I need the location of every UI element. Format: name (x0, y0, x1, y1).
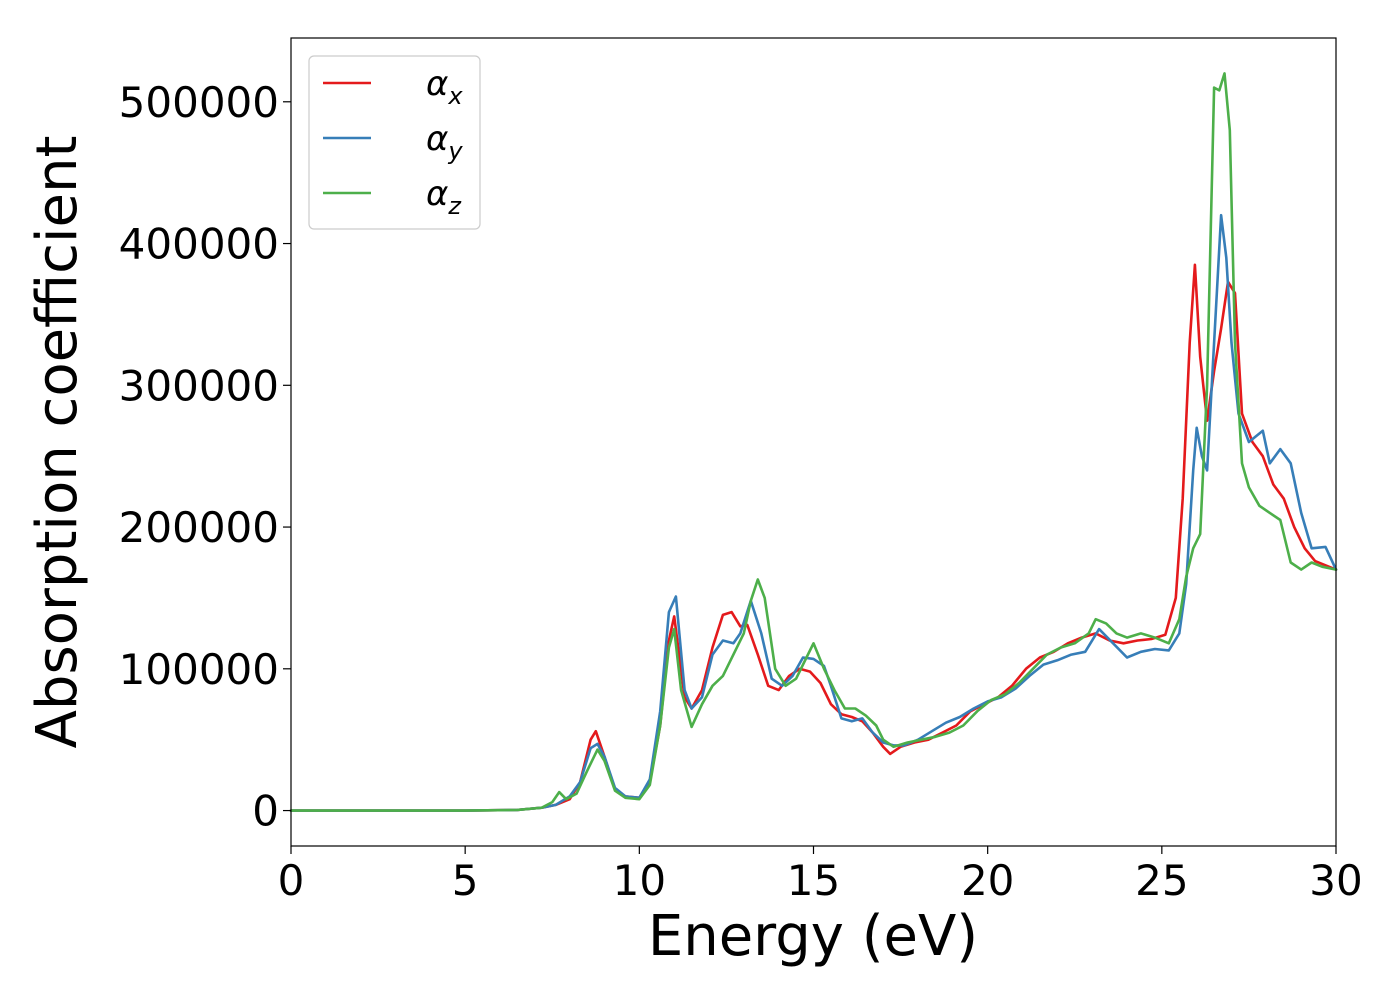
x-ticks: 0 5 10 15 20 25 30 (278, 846, 1363, 905)
series-line-z (289, 72, 1338, 812)
x-axis-label: Energy (eV) (648, 904, 978, 969)
x-tick-label: 25 (1135, 856, 1188, 905)
y-tick-label: 500000 (119, 78, 279, 127)
x-tick-label: 5 (452, 856, 479, 905)
y-tick-label: 0 (252, 787, 279, 836)
y-tick-label: 100000 (119, 645, 279, 694)
y-axis-label: Absorption coefficient (25, 136, 90, 749)
x-tick-label: 0 (278, 856, 305, 905)
y-tick-label: 400000 (119, 220, 279, 269)
x-tick-label: 15 (787, 856, 840, 905)
y-ticks: 0 100000 200000 300000 400000 500000 (119, 78, 291, 836)
y-tick-label: 300000 (119, 361, 279, 410)
x-tick-label: 10 (613, 856, 666, 905)
legend-box (308, 55, 481, 230)
y-tick-label: 200000 (119, 503, 279, 552)
series-layer (289, 72, 1338, 812)
x-tick-label: 20 (961, 856, 1014, 905)
x-tick-label: 30 (1309, 856, 1362, 905)
